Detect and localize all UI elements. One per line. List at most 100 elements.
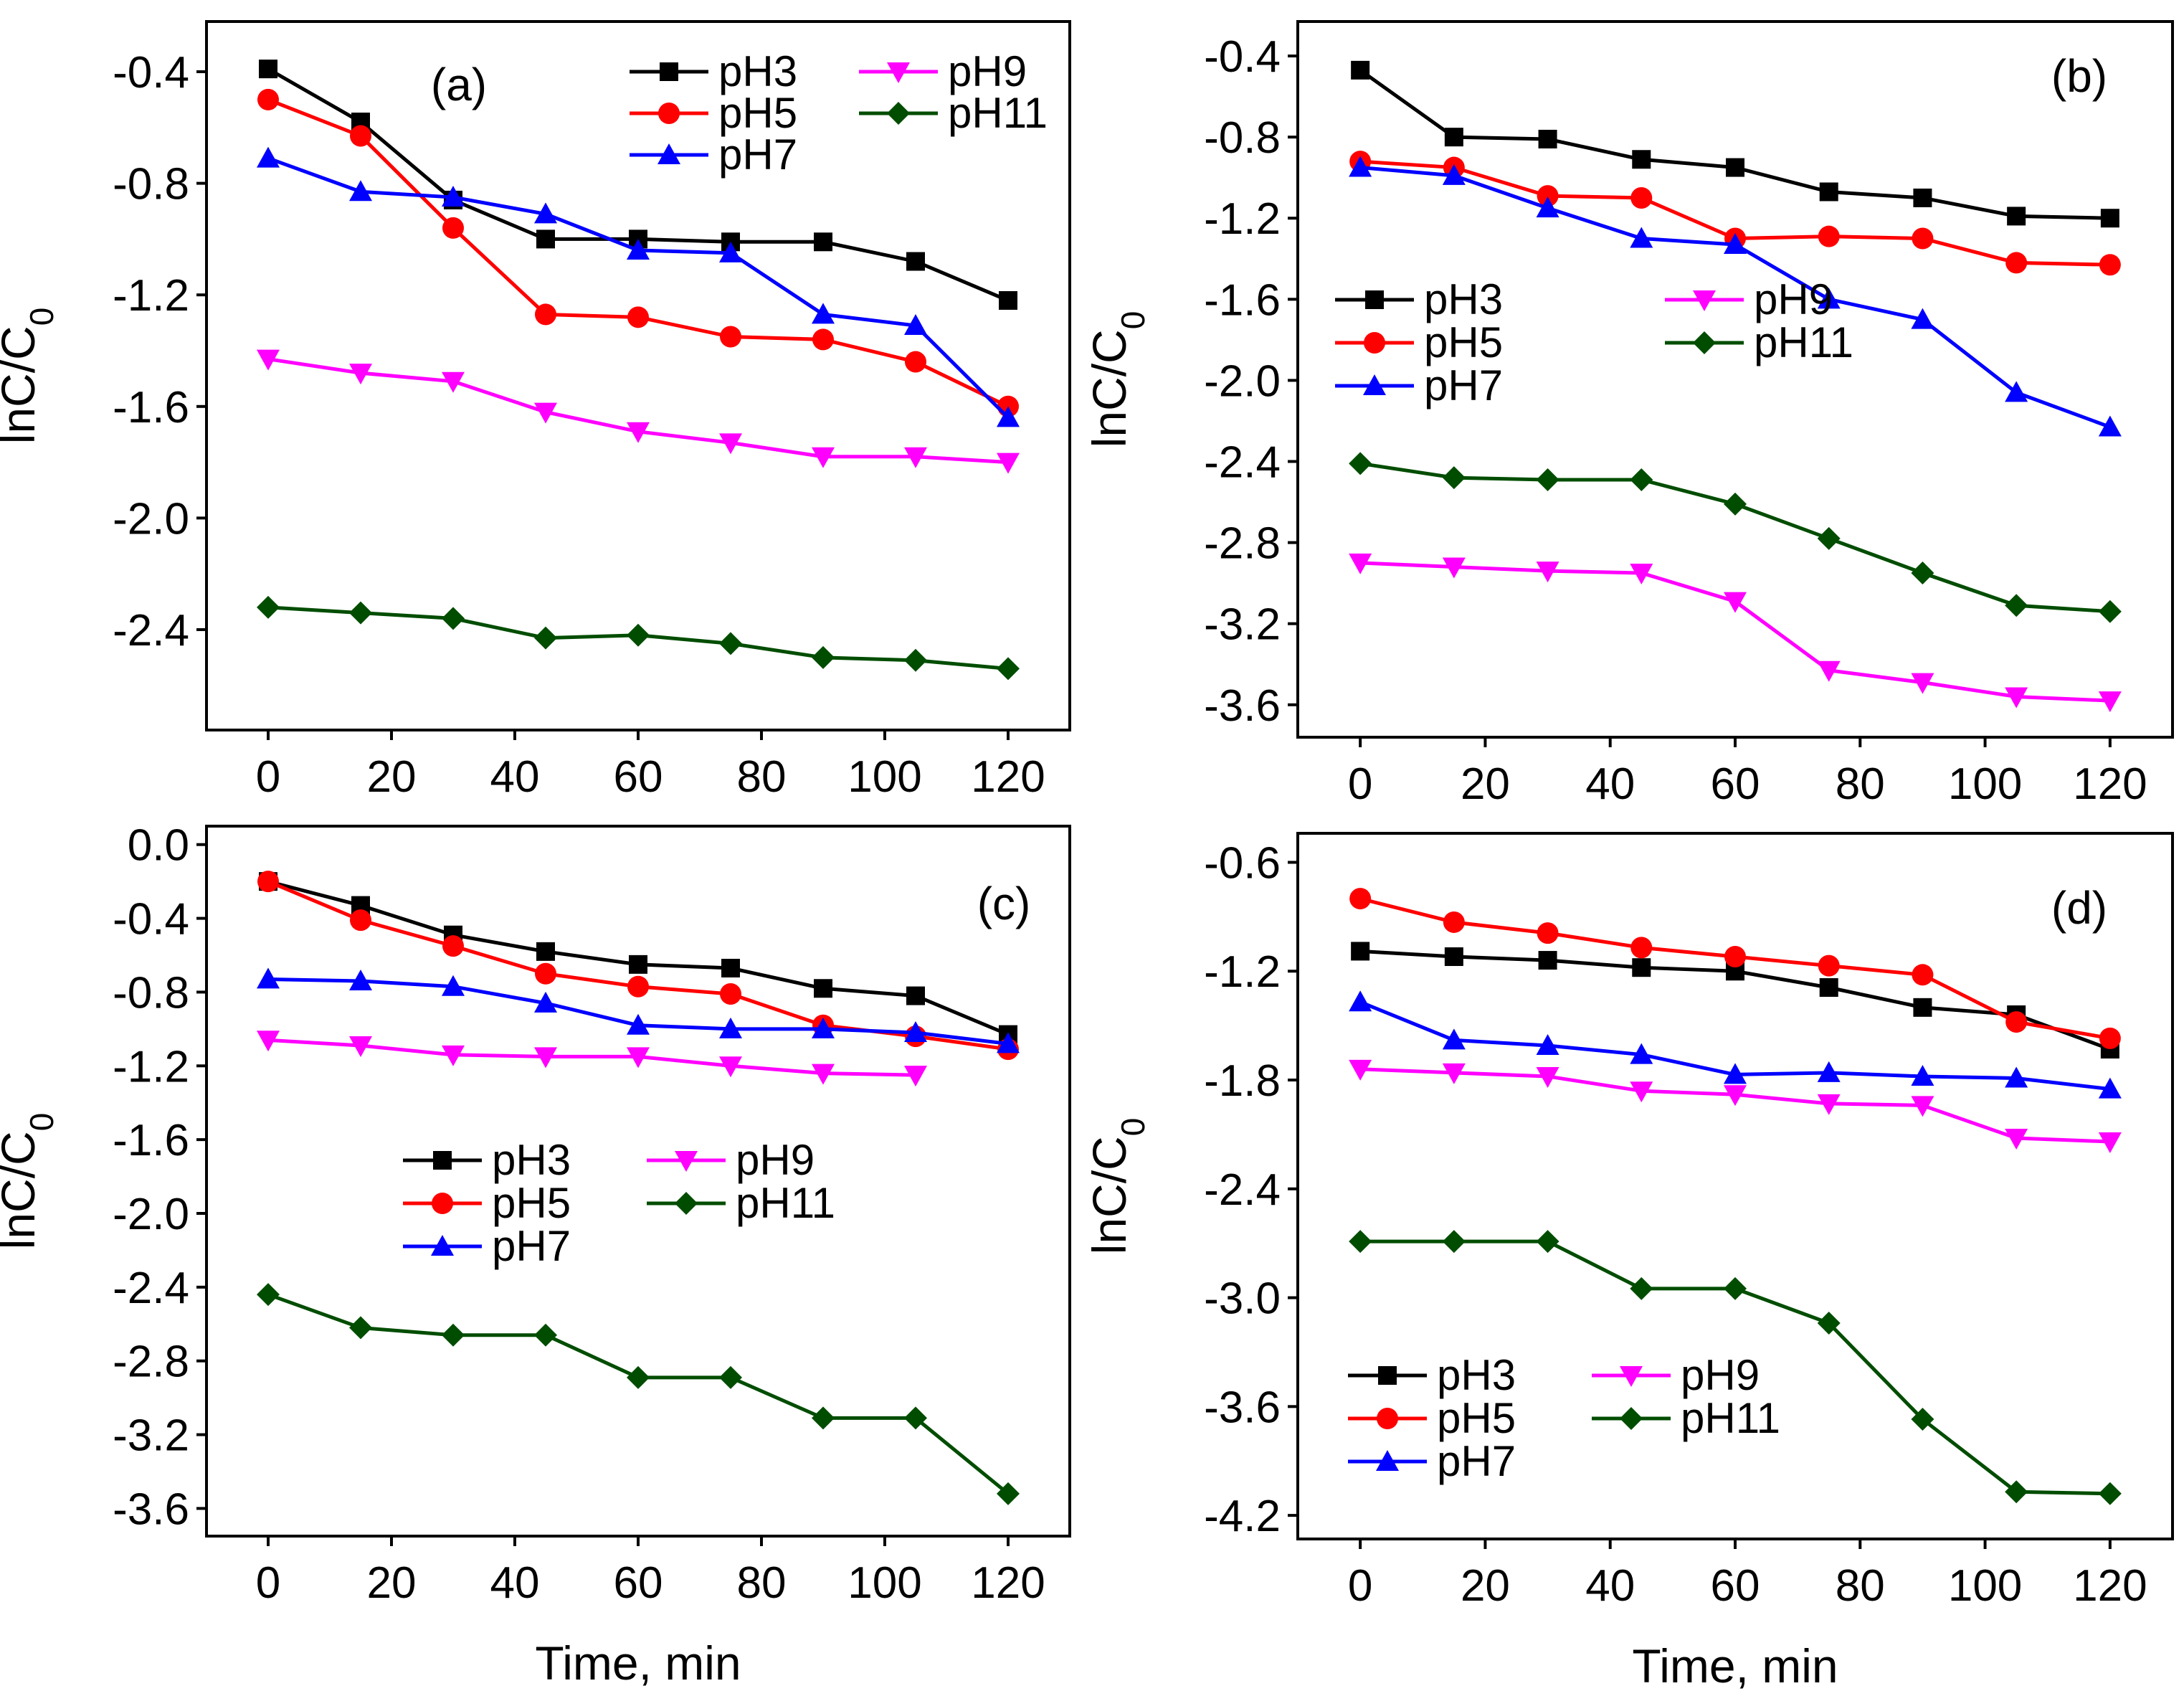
data-point-ph11 [1536, 468, 1559, 491]
x-tick-label-c: 20 [367, 1558, 417, 1608]
data-point-ph7 [1911, 1064, 1934, 1086]
data-point-ph3 [1913, 188, 1932, 207]
legend-marker-ph11 [1620, 1407, 1643, 1430]
data-point-ph11 [1724, 492, 1747, 516]
data-point-ph5 [257, 88, 279, 110]
data-point-ph7 [997, 406, 1020, 427]
x-axis-title-d: Time, min [1632, 1639, 1838, 1691]
data-point-ph3 [721, 959, 740, 977]
data-point-ph7 [2005, 381, 2028, 402]
y-tick-label-b: -1.6 [1204, 275, 1281, 325]
y-tick-label-c: -2.8 [113, 1337, 189, 1387]
y-tick-label-d: -4.2 [1204, 1492, 1281, 1541]
data-point-ph9 [1536, 1066, 1559, 1088]
data-point-ph11 [534, 1323, 557, 1347]
data-point-ph7 [1630, 1043, 1653, 1064]
data-point-ph9 [812, 1064, 835, 1085]
series-ph11-b [1349, 452, 2122, 623]
data-point-ph7 [534, 202, 557, 224]
data-point-ph11 [534, 626, 557, 650]
data-point-ph7 [1817, 1061, 1841, 1082]
data-point-ph5 [257, 871, 279, 893]
data-point-ph11 [812, 645, 835, 669]
data-point-ph5 [627, 306, 649, 328]
data-point-ph7 [1349, 990, 1372, 1012]
data-point-ph3 [1538, 951, 1557, 970]
y-tick-label-d: -0.6 [1204, 838, 1281, 888]
legend-label-ph7: pH7 [718, 131, 797, 179]
data-point-ph9 [812, 447, 835, 468]
x-tick-label-c: 100 [848, 1558, 921, 1608]
legend-label-ph7: pH7 [492, 1222, 571, 1270]
data-point-ph3 [1351, 942, 1370, 961]
data-point-ph11 [1442, 466, 1466, 490]
data-point-ph5 [535, 962, 556, 985]
y-axis-title-b: lnC/C0 [1083, 311, 1152, 448]
legend-label-ph9: pH9 [736, 1136, 815, 1184]
data-point-ph5 [535, 303, 556, 326]
panel-label-c: (c) [977, 878, 1031, 929]
data-point-ph9 [442, 371, 465, 393]
data-point-ph11 [904, 1406, 927, 1430]
data-point-ph11 [1724, 1276, 1747, 1300]
series-ph7-a [257, 146, 1020, 427]
data-point-ph5 [1537, 922, 1559, 944]
data-point-ph11 [442, 1323, 465, 1347]
y-tick-label-a: -0.8 [113, 160, 189, 209]
x-tick-label-d: 120 [2073, 1561, 2147, 1611]
data-point-ph3 [906, 986, 925, 1005]
data-point-ph7 [1536, 196, 1559, 218]
data-point-ph3 [1444, 128, 1463, 147]
legend-marker-ph9 [675, 1151, 698, 1172]
data-point-ph9 [534, 402, 557, 424]
legend-label-ph5: pH5 [1424, 318, 1503, 366]
data-point-ph9 [349, 1036, 372, 1057]
data-point-ph7 [2098, 1077, 2122, 1099]
y-tick-label-d: -2.4 [1204, 1165, 1281, 1215]
y-tick-label-b: -3.2 [1204, 600, 1281, 650]
data-point-ph9 [1630, 563, 1653, 584]
data-point-ph9 [349, 364, 372, 385]
data-point-ph5 [2005, 1011, 2028, 1033]
y-tick-label-a: -1.6 [113, 383, 189, 432]
chart-panel-b: 0 20 40 60 80 100 120 -0.4 -0.8 -1.2 -1.6 -2.0 -2.4 -… [1083, 20, 2174, 809]
data-point-ph7 [997, 1032, 1020, 1053]
x-tick-label-a: 80 [737, 752, 787, 802]
legend-marker-ph9 [1620, 1366, 1643, 1387]
data-point-ph9 [1724, 1085, 1747, 1107]
data-point-ph3 [814, 232, 832, 252]
data-point-ph3 [536, 942, 555, 961]
data-point-ph9 [1911, 1096, 1934, 1117]
data-point-ph5 [1818, 225, 1840, 247]
data-point-ph9 [257, 349, 280, 371]
data-point-ph3 [1538, 129, 1557, 148]
data-point-ph9 [1630, 1081, 1653, 1103]
data-point-ph7 [1724, 232, 1747, 254]
legend-marker-ph3 [433, 1151, 452, 1170]
data-point-ph5 [627, 975, 649, 998]
data-point-ph7 [719, 241, 742, 262]
series-ph11-c [257, 1283, 1020, 1505]
legend-label-ph3: pH3 [1437, 1351, 1516, 1399]
data-point-ph11 [1911, 1408, 1934, 1431]
series-ph3-d [1351, 942, 2119, 1059]
data-point-ph7 [1630, 227, 1653, 248]
data-point-ph11 [1349, 1230, 1372, 1254]
data-point-ph5 [812, 328, 834, 351]
data-point-ph5 [1818, 955, 1840, 977]
data-point-ph3 [906, 252, 925, 271]
x-tick-label-a: 120 [971, 752, 1045, 802]
data-point-ph5 [720, 326, 741, 348]
data-point-ph7 [904, 313, 927, 335]
x-tick-label-a: 100 [848, 752, 921, 802]
data-point-ph9 [1911, 673, 1934, 694]
data-point-ph3 [1819, 182, 1838, 202]
data-point-ph11 [1536, 1230, 1559, 1254]
series-ph9-b [1349, 553, 2122, 713]
data-point-ph9 [2005, 1128, 2028, 1150]
y-tick-label-b: -2.4 [1204, 438, 1281, 488]
data-point-ph9 [719, 433, 742, 455]
legend-label-ph11: pH11 [948, 89, 1048, 137]
data-point-ph9 [2005, 687, 2028, 709]
